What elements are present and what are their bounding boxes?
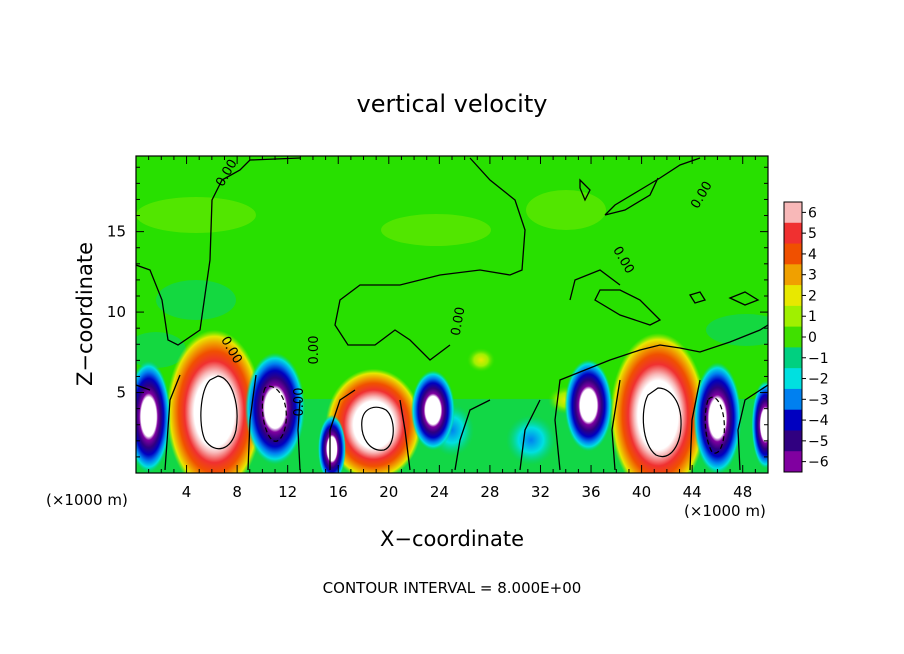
weak-downdraft-patch xyxy=(156,280,236,320)
colorbar-swatch xyxy=(784,305,802,328)
x-tick-label: 44 xyxy=(683,483,702,501)
x-tick-label: 48 xyxy=(733,483,752,501)
colorbar-swatch xyxy=(784,368,802,390)
downdraft-core xyxy=(411,370,456,451)
x-tick-label: 28 xyxy=(480,483,499,501)
weak-downdraft-patch xyxy=(706,314,768,346)
downdraft-core xyxy=(245,352,306,465)
colorbar-swatch xyxy=(784,285,802,307)
colorbar: 6 5 4 3 2 1 0 −1 −2 −3 −4 −5 −6 xyxy=(783,201,829,473)
colorbar-tick-label: −6 xyxy=(808,455,829,471)
x-tick-label: 16 xyxy=(329,483,348,501)
x-tick-label: 24 xyxy=(430,483,449,501)
contour-boundary-lines xyxy=(136,374,768,471)
x-tick-label: 32 xyxy=(531,483,550,501)
weak-updraft-patch xyxy=(806,192,886,228)
weak-downdraft-core xyxy=(506,415,556,465)
contour-updraft-2 xyxy=(361,406,394,451)
contour-downdraft-2 xyxy=(704,396,725,454)
x-tick-label: 4 xyxy=(182,483,192,501)
contour-layer xyxy=(136,157,768,471)
contour-downdraft-1 xyxy=(261,385,287,442)
x-tick-label: 40 xyxy=(632,483,651,501)
downdraft-core xyxy=(317,414,346,473)
contour-updraft-1 xyxy=(200,375,238,450)
field-layer xyxy=(136,190,886,473)
colorbar-swatch xyxy=(784,326,802,348)
colorbar-swatch xyxy=(784,202,802,224)
downdraft-core xyxy=(751,380,768,469)
weak-updraft-core xyxy=(467,348,495,372)
colorbar-tick-label: −1 xyxy=(808,351,829,367)
contour-label: 0.00 xyxy=(449,306,469,337)
colorbar-swatch xyxy=(784,222,802,245)
y-axis-label: Z−coordinate xyxy=(73,242,97,386)
weak-updraft-patch xyxy=(136,197,256,233)
colorbar-tick-label: 2 xyxy=(808,288,817,304)
colorbar-swatch xyxy=(784,409,802,431)
y-axis: 5 10 15 xyxy=(107,166,768,458)
weak-downdraft-patch xyxy=(136,332,186,368)
x-axis-label: X−coordinate xyxy=(380,527,524,551)
colorbar-tick-label: 6 xyxy=(808,205,817,221)
x-tick-label: 12 xyxy=(278,483,297,501)
y-tick-label: 15 xyxy=(107,223,126,241)
x-unit-right: (×1000 m) xyxy=(684,502,766,520)
x-unit-left: (×1000 m) xyxy=(46,491,128,509)
colorbar-tick-label: −5 xyxy=(808,434,829,450)
colorbar-tick-label: 1 xyxy=(808,309,817,325)
plot-area: 0.000.000.000.000.000.000.00 4 8 12 16 20 24 2… xyxy=(107,155,886,501)
downdraft-core xyxy=(564,359,613,452)
colorbar-swatch xyxy=(784,264,802,286)
downdraft-core xyxy=(693,362,742,473)
colorbar-swatch xyxy=(784,388,802,411)
updraft-core xyxy=(325,368,422,473)
weak-updraft-patch xyxy=(381,214,491,246)
colorbar-tick-label: 5 xyxy=(808,226,817,242)
contour-label: 0.00 xyxy=(307,336,322,365)
colorbar-swatch xyxy=(784,347,802,369)
contour-interval-note: CONTOUR INTERVAL = 8.000E+00 xyxy=(323,579,582,597)
chart-title: vertical velocity xyxy=(357,90,548,118)
weak-updraft-patch xyxy=(526,190,606,230)
contour-label: 0.00 xyxy=(292,388,307,417)
colorbar-swatch xyxy=(784,243,802,265)
colorbar-tick-label: −3 xyxy=(808,392,829,408)
x-tick-label: 8 xyxy=(232,483,242,501)
updraft-core xyxy=(610,333,707,473)
colorbar-tick-label: 0 xyxy=(808,330,817,346)
y-tick-label: 10 xyxy=(107,303,126,321)
colorbar-swatch xyxy=(784,430,802,452)
colorbar-tick-label: 3 xyxy=(808,268,817,284)
downdraft-core xyxy=(136,360,171,473)
updraft-core xyxy=(166,329,263,473)
colorbar-tick-label: −2 xyxy=(808,372,829,388)
contour-updraft-3 xyxy=(642,387,682,458)
y-tick-label: 5 xyxy=(116,384,126,402)
x-axis: 4 8 12 16 20 24 28 32 36 40 44 48 xyxy=(148,156,756,501)
colorbar-tick-label: 4 xyxy=(808,247,817,263)
colorbar-tick-label: −4 xyxy=(808,413,829,429)
colorbar-swatch xyxy=(784,451,802,473)
x-tick-label: 36 xyxy=(581,483,600,501)
x-tick-label: 20 xyxy=(379,483,398,501)
